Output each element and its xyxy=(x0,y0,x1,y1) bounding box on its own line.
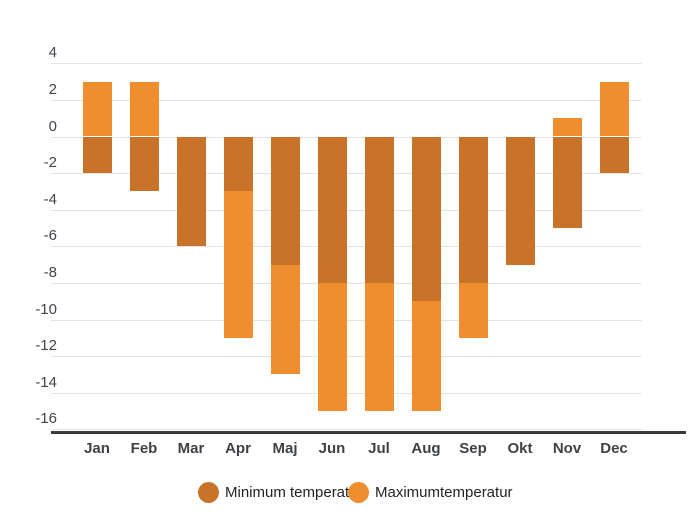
y-tick-label--8: -8 xyxy=(43,263,57,281)
bar-min-feb[interactable] xyxy=(129,136,159,192)
y-tick-label--6: -6 xyxy=(43,227,57,245)
bar-max-jul[interactable] xyxy=(364,282,394,411)
x-tick-label-jul: Jul xyxy=(368,440,390,457)
gridline--12 xyxy=(51,356,642,358)
bar-max-feb[interactable] xyxy=(129,81,159,137)
bar-min-mar[interactable] xyxy=(176,136,206,247)
x-tick-label-aug: Aug xyxy=(411,440,441,457)
gridline-2 xyxy=(51,99,642,101)
gridline-4 xyxy=(51,63,642,65)
y-tick-label--10: -10 xyxy=(35,300,57,318)
legend-label-min: Minimum temperatur xyxy=(225,484,363,501)
bar-min-jan[interactable] xyxy=(82,136,112,174)
legend-label-max: Maximumtemperatur xyxy=(375,484,513,501)
bar-min-nov[interactable] xyxy=(552,136,582,228)
bar-min-apr[interactable] xyxy=(223,136,253,192)
bar-min-aug[interactable] xyxy=(411,136,441,302)
x-tick-label-apr: Apr xyxy=(225,440,251,457)
x-tick-label-jan: Jan xyxy=(84,440,110,457)
x-tick-label-jun: Jun xyxy=(318,440,346,457)
x-axis-baseline xyxy=(51,431,686,434)
gridline--8 xyxy=(51,282,642,284)
bar-max-aug[interactable] xyxy=(411,301,441,411)
bar-max-jun[interactable] xyxy=(317,282,347,411)
y-tick-label--14: -14 xyxy=(35,373,57,391)
bar-min-jun[interactable] xyxy=(317,136,347,283)
bar-max-dec[interactable] xyxy=(599,81,629,137)
bar-max-apr[interactable] xyxy=(223,191,253,338)
x-tick-label-sep: Sep xyxy=(459,440,487,457)
gridline--4 xyxy=(51,209,642,211)
gridline--10 xyxy=(51,319,642,321)
gridline--14 xyxy=(51,392,642,394)
y-tick-label-0: 0 xyxy=(48,117,57,135)
y-tick-label--12: -12 xyxy=(35,337,57,355)
gridline--16 xyxy=(51,429,642,431)
bar-max-sep[interactable] xyxy=(458,282,488,338)
legend-item-minimum-temperatur[interactable]: Minimum temperatur xyxy=(198,482,363,503)
x-tick-label-okt: Okt xyxy=(507,440,533,457)
y-tick-label--4: -4 xyxy=(43,190,57,208)
bar-min-dec[interactable] xyxy=(599,136,629,174)
y-tick-label--2: -2 xyxy=(43,154,57,172)
y-tick-label-2: 2 xyxy=(48,80,57,98)
bar-min-maj[interactable] xyxy=(270,136,300,265)
y-tick-label--16: -16 xyxy=(35,410,57,428)
x-tick-label-mar: Mar xyxy=(177,440,205,457)
gridline--2 xyxy=(51,173,642,175)
gridline-0 xyxy=(51,136,642,138)
x-tick-label-maj: Maj xyxy=(272,440,298,457)
legend-swatch-max-icon xyxy=(348,482,369,503)
bar-max-jan[interactable] xyxy=(82,81,112,137)
y-tick-label-4: 4 xyxy=(48,44,57,62)
gridline--6 xyxy=(51,246,642,248)
legend-swatch-min-icon xyxy=(198,482,219,503)
x-tick-label-nov: Nov xyxy=(552,440,582,457)
x-tick-label-feb: Feb xyxy=(130,440,158,457)
bar-max-nov[interactable] xyxy=(552,118,582,137)
bar-min-sep[interactable] xyxy=(458,136,488,283)
legend-item-maximumtemperatur[interactable]: Maximumtemperatur xyxy=(348,482,513,503)
bar-min-jul[interactable] xyxy=(364,136,394,283)
x-tick-label-dec: Dec xyxy=(600,440,628,457)
bar-min-okt[interactable] xyxy=(505,136,535,265)
bar-max-maj[interactable] xyxy=(270,264,300,375)
